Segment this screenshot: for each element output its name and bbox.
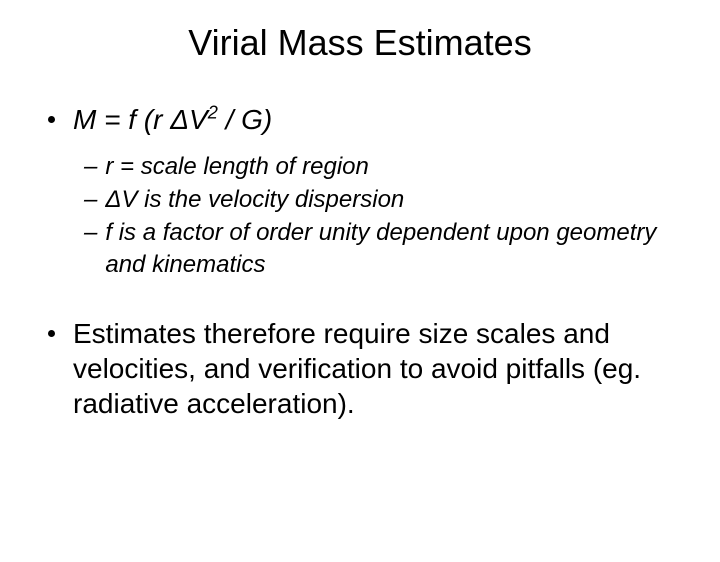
sub-bullet-f: – f is a factor of order unity dependent…: [84, 217, 680, 279]
dash-icon: –: [84, 217, 97, 248]
bullet-estimates: Estimates therefore require size scales …: [48, 316, 680, 421]
eq-suffix: / G): [218, 104, 272, 135]
bullet-dot-icon: [48, 116, 55, 123]
bullet-equation: M = f (r ΔV2 / G): [48, 102, 680, 137]
sub-bullet-dv: – ΔV is the velocity dispersion: [84, 184, 680, 215]
estimates-text: Estimates therefore require size scales …: [73, 316, 680, 421]
eq-prefix: M = f (r ΔV: [73, 104, 208, 135]
slide-title: Virial Mass Estimates: [0, 22, 720, 64]
spacer: [48, 282, 680, 316]
sub-text: r = scale length of region: [105, 151, 680, 182]
eq-sup: 2: [208, 103, 218, 123]
sub-bullet-r: – r = scale length of region: [84, 151, 680, 182]
dash-icon: –: [84, 151, 97, 182]
sub-text: ΔV is the velocity dispersion: [105, 184, 680, 215]
equation-text: M = f (r ΔV2 / G): [73, 102, 680, 137]
slide: Virial Mass Estimates M = f (r ΔV2 / G) …: [0, 22, 720, 562]
content-area: M = f (r ΔV2 / G) – r = scale length of …: [48, 102, 680, 421]
bullet-dot-icon: [48, 330, 55, 337]
sub-text: f is a factor of order unity dependent u…: [105, 217, 680, 279]
dash-icon: –: [84, 184, 97, 215]
